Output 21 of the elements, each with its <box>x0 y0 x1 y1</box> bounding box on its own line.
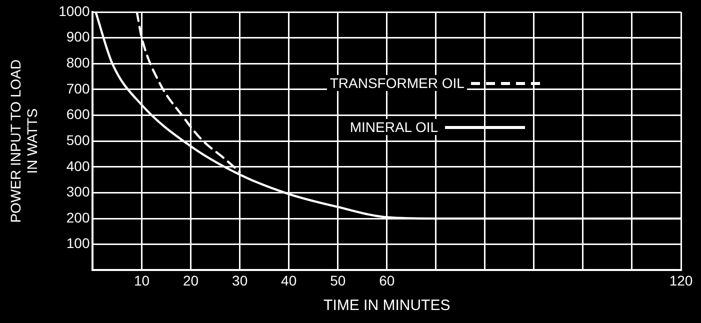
x-tick-label: 120 <box>669 272 693 288</box>
y-tick-label: 1000 <box>58 2 90 19</box>
legend-label: TRANSFORMER OIL <box>326 75 468 92</box>
x-tick-label: 30 <box>232 272 248 288</box>
y-tick-label: 900 <box>66 28 90 45</box>
x-tick-label: 10 <box>134 272 150 288</box>
y-tick-label: 500 <box>66 132 90 148</box>
x-tick-label: 50 <box>330 272 346 288</box>
x-tick-label: 40 <box>281 272 297 288</box>
y-tick-label: 200 <box>66 209 90 226</box>
y-tick-label: 700 <box>66 80 90 96</box>
y-tick-label: 600 <box>66 106 90 122</box>
x-tick-label: 20 <box>183 272 199 288</box>
y-tick-label: 400 <box>66 158 90 174</box>
y-tick-label: 300 <box>66 184 90 200</box>
y-tick-label: 800 <box>66 54 90 70</box>
legend-label: MINERAL OIL <box>346 119 442 136</box>
y-tick-label: 100 <box>66 235 90 252</box>
x-axis-title: TIME IN MINUTES <box>324 297 450 314</box>
x-tick-label: 60 <box>379 272 395 288</box>
y-axis-title: POWER INPUT TO LOAD IN WATTS <box>7 59 40 223</box>
